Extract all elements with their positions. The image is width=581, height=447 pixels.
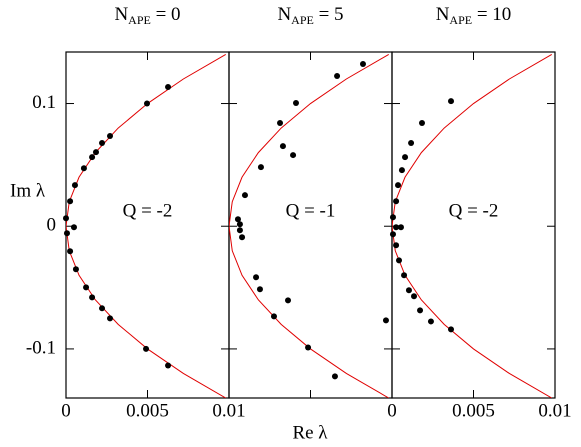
point xyxy=(393,242,400,249)
point xyxy=(144,100,151,107)
y-tick-label: -0.1 xyxy=(26,337,56,358)
point xyxy=(270,313,277,320)
panel: 0 0.005 0.01 -0.1 0 0.1 NAPE = 0 Q = -2 xyxy=(26,4,246,421)
title-base: N xyxy=(114,4,128,25)
point xyxy=(448,326,455,333)
curve xyxy=(229,54,389,398)
point xyxy=(83,284,90,291)
point xyxy=(67,248,74,255)
point xyxy=(448,98,455,105)
point xyxy=(236,221,243,228)
point xyxy=(165,83,172,90)
point xyxy=(417,307,424,314)
panel: 0 0.005 0.01 NAPE = 10 Q = -2 xyxy=(387,4,571,421)
point xyxy=(239,234,246,241)
point xyxy=(418,120,425,127)
point xyxy=(411,293,418,300)
point xyxy=(396,257,403,264)
point xyxy=(67,198,74,205)
x-tick-label: 0 xyxy=(387,400,397,421)
point xyxy=(331,373,338,380)
point xyxy=(401,272,408,279)
point xyxy=(405,287,412,294)
point xyxy=(393,198,400,205)
point xyxy=(71,182,78,189)
x-tick-label: 0 xyxy=(61,400,71,421)
point xyxy=(334,73,341,80)
title-tail: = 5 xyxy=(314,4,344,25)
point xyxy=(72,266,79,273)
panel-title: NAPE = 5 xyxy=(277,4,343,26)
point xyxy=(241,192,248,199)
annotation: Q = -2 xyxy=(123,200,173,221)
point xyxy=(402,154,409,161)
annotation: Q = -1 xyxy=(286,200,336,221)
point xyxy=(236,227,243,234)
point xyxy=(395,182,402,189)
point xyxy=(89,154,96,161)
x-tick-label: 0.005 xyxy=(126,400,169,421)
point xyxy=(107,133,114,140)
y-tick-label: 0 xyxy=(47,215,57,236)
point xyxy=(80,165,87,172)
y-tick-label: 0.1 xyxy=(32,92,56,113)
panel-title: NAPE = 10 xyxy=(436,4,512,26)
annotation: Q = -2 xyxy=(449,200,499,221)
point xyxy=(143,345,150,352)
point xyxy=(277,120,284,127)
point xyxy=(389,231,396,238)
point xyxy=(427,318,434,325)
point xyxy=(99,305,106,312)
title-base: N xyxy=(436,4,450,25)
x-tick-label: 0.01 xyxy=(538,400,571,421)
point xyxy=(165,362,172,369)
y-axis-label: Im λ xyxy=(10,180,46,201)
title-subscript: APE xyxy=(128,13,151,27)
point xyxy=(279,143,286,150)
point xyxy=(305,344,312,351)
title-tail: = 10 xyxy=(472,4,511,25)
title-tail: = 0 xyxy=(151,4,181,25)
point xyxy=(70,224,77,231)
point xyxy=(290,152,297,159)
x-tick-label: 0.01 xyxy=(212,400,245,421)
point xyxy=(393,224,400,231)
panel: NAPE = 5 Q = -1 xyxy=(228,4,393,399)
point xyxy=(397,224,404,231)
point xyxy=(234,216,241,223)
panel-title: NAPE = 0 xyxy=(114,4,180,26)
point xyxy=(63,230,70,237)
point xyxy=(256,286,263,293)
point xyxy=(89,294,96,301)
curve xyxy=(392,54,552,398)
point xyxy=(398,167,405,174)
point xyxy=(92,149,99,156)
point xyxy=(253,274,260,281)
curve xyxy=(66,54,226,398)
x-tick-label: 0.005 xyxy=(452,400,495,421)
point xyxy=(408,140,415,147)
title-subscript: APE xyxy=(291,13,314,27)
title-base: N xyxy=(277,4,291,25)
point xyxy=(285,297,292,304)
point xyxy=(63,215,69,222)
point xyxy=(107,315,114,322)
point xyxy=(257,164,264,171)
title-subscript: APE xyxy=(449,13,472,27)
x-axis-label: Re λ xyxy=(292,422,328,443)
point xyxy=(99,140,106,147)
point xyxy=(382,317,389,324)
point xyxy=(389,214,396,221)
point xyxy=(359,61,366,68)
point xyxy=(292,100,299,107)
